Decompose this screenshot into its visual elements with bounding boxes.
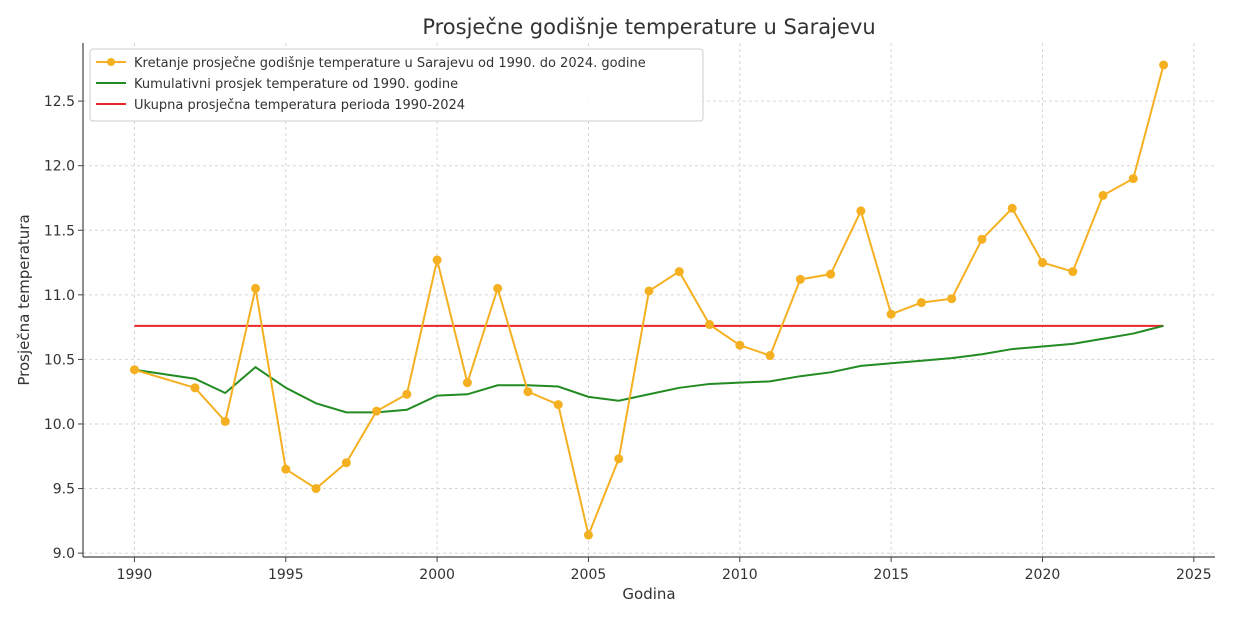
legend-marker bbox=[107, 58, 115, 66]
x-axis-label: Godina bbox=[622, 585, 675, 603]
data-point bbox=[523, 387, 533, 397]
y-tick-label: 10.0 bbox=[44, 417, 75, 433]
data-point bbox=[1098, 190, 1108, 200]
y-tick-label: 10.5 bbox=[44, 352, 75, 368]
x-tick-label: 1990 bbox=[117, 567, 153, 583]
series-line-0 bbox=[134, 64, 1165, 539]
data-point bbox=[553, 400, 563, 410]
data-point bbox=[826, 269, 836, 279]
legend-label: Kretanje prosječne godišnje temperature … bbox=[134, 56, 646, 71]
data-point bbox=[129, 365, 139, 375]
data-point bbox=[402, 389, 412, 399]
data-point bbox=[1128, 174, 1138, 184]
data-point bbox=[311, 484, 321, 494]
legend-label: Kumulativni prosjek temperature od 1990.… bbox=[134, 77, 458, 92]
data-point bbox=[1007, 203, 1017, 213]
data-point bbox=[432, 255, 442, 265]
data-point bbox=[614, 454, 624, 464]
data-point bbox=[916, 298, 926, 308]
y-tick-label: 11.0 bbox=[44, 288, 75, 304]
data-point bbox=[644, 286, 654, 296]
y-tick-label: 9.0 bbox=[53, 546, 75, 562]
x-tick-label: 2000 bbox=[419, 567, 455, 583]
data-point bbox=[1068, 267, 1078, 277]
data-point bbox=[1159, 60, 1169, 70]
data-point bbox=[281, 464, 291, 474]
legend-box bbox=[89, 48, 704, 122]
data-point bbox=[220, 416, 230, 426]
data-point bbox=[947, 294, 957, 304]
y-tick-label: 12.0 bbox=[44, 159, 75, 175]
y-tick-label: 12.5 bbox=[44, 94, 75, 110]
data-point bbox=[1037, 258, 1047, 268]
data-point bbox=[977, 234, 987, 244]
chart-title: Prosječne godišnje temperature u Sarajev… bbox=[422, 15, 875, 39]
y-axis-label: Prosječna temperatura bbox=[15, 214, 33, 385]
y-tick-label: 11.5 bbox=[44, 223, 75, 239]
data-point bbox=[372, 406, 382, 416]
x-tick-label: 1995 bbox=[268, 567, 304, 583]
data-point bbox=[795, 274, 805, 284]
data-point bbox=[856, 206, 866, 216]
data-point bbox=[251, 283, 261, 293]
data-point bbox=[886, 309, 896, 319]
legend: Kretanje prosječne godišnje temperature … bbox=[89, 48, 704, 122]
data-point bbox=[341, 458, 351, 468]
x-tick-label: 2025 bbox=[1176, 567, 1212, 583]
x-tick-label: 2005 bbox=[571, 567, 607, 583]
series-line-1 bbox=[134, 324, 1164, 414]
data-point bbox=[705, 320, 715, 330]
x-tick-label: 2020 bbox=[1025, 567, 1061, 583]
data-point bbox=[462, 378, 472, 388]
series-group bbox=[129, 60, 1169, 540]
axes: 1990 1995 2000 2005 2010 2015 2020 2025 9.0 9.5 10… bbox=[44, 43, 1215, 583]
data-point bbox=[674, 267, 684, 277]
data-point bbox=[765, 351, 775, 361]
x-tick-label: 2015 bbox=[873, 567, 909, 583]
data-point bbox=[583, 530, 593, 540]
data-point bbox=[190, 383, 200, 393]
data-point bbox=[735, 340, 745, 350]
x-tick-label: 2010 bbox=[722, 567, 758, 583]
legend-label: Ukupna prosječna temperatura perioda 199… bbox=[134, 98, 465, 113]
data-point bbox=[493, 283, 503, 293]
y-tick-label: 9.5 bbox=[53, 482, 75, 498]
